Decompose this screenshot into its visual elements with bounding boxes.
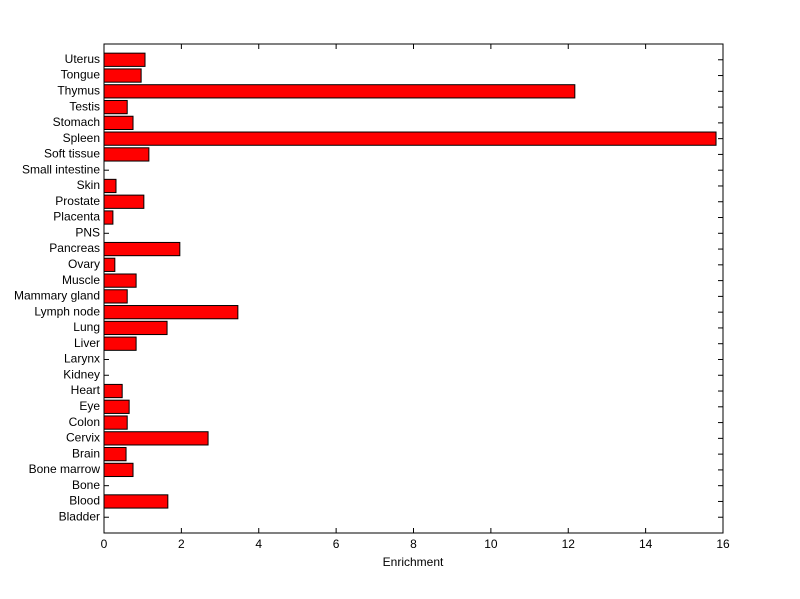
bar: [103, 415, 128, 430]
bar: [103, 68, 142, 83]
y-tick-label: Larynx: [64, 352, 100, 366]
x-tick-label: 0: [101, 537, 108, 551]
bar: [103, 115, 134, 130]
y-tick-label: Blood: [69, 494, 100, 508]
x-tick-label: 8: [410, 537, 417, 551]
y-tick-label: Liver: [74, 336, 100, 350]
bar: [103, 84, 576, 99]
bar: [103, 52, 146, 67]
y-tick-label: Uterus: [65, 52, 100, 66]
bar: [103, 147, 150, 162]
bar: [103, 194, 145, 209]
bar: [103, 289, 128, 304]
y-tick-label: Bone marrow: [29, 462, 101, 476]
bar: [103, 336, 137, 351]
y-tick-label: Mammary gland: [14, 289, 100, 303]
x-tick-label: 14: [639, 537, 653, 551]
y-tick-label: Bone: [72, 478, 100, 492]
y-tick-label: Testis: [69, 99, 100, 113]
y-tick-label: Kidney: [63, 367, 100, 381]
y-tick-label: Lymph node: [34, 304, 100, 318]
bar: [103, 178, 117, 194]
bar: [103, 494, 169, 509]
plot-area: [103, 43, 724, 534]
x-tick-label: 16: [716, 537, 730, 551]
bar: [103, 320, 168, 336]
y-tick-label: Heart: [71, 383, 101, 397]
x-tick-label: 4: [255, 537, 262, 551]
bar: [103, 462, 134, 478]
y-tick-label: Ovary: [68, 257, 100, 271]
y-tick-label: Lung: [73, 320, 100, 334]
bar: [103, 383, 123, 399]
bar: [103, 431, 209, 446]
y-tick-label: Spleen: [63, 131, 100, 145]
y-tick-label: Thymus: [57, 83, 100, 97]
y-tick-label: Pancreas: [49, 241, 100, 255]
y-tick-label: Prostate: [55, 194, 100, 208]
bar: [103, 399, 130, 414]
x-tick-label: 6: [333, 537, 340, 551]
bar: [103, 447, 127, 462]
bar: [103, 99, 128, 115]
y-tick-label: Tongue: [61, 68, 101, 82]
x-axis-label: Enrichment: [383, 555, 444, 569]
x-tick-label: 12: [562, 537, 576, 551]
y-tick-label: Eye: [79, 399, 100, 413]
y-tick-label: Skin: [77, 178, 100, 192]
y-tick-label: Cervix: [66, 431, 100, 445]
x-tick-label: 2: [178, 537, 185, 551]
bar: [103, 131, 717, 146]
y-tick-label: Small intestine: [22, 162, 100, 176]
y-tick-label: Placenta: [53, 210, 100, 224]
y-tick-label: Soft tissue: [44, 147, 100, 161]
y-tick-label: Brain: [72, 446, 100, 460]
y-tick-label: Muscle: [62, 273, 100, 287]
bar: [103, 241, 181, 257]
bar: [103, 273, 137, 288]
y-tick-label: Bladder: [59, 509, 100, 523]
bar: [103, 305, 239, 320]
y-tick-label: Colon: [69, 415, 100, 429]
y-tick-label: Stomach: [53, 115, 100, 129]
x-tick-label: 10: [484, 537, 498, 551]
bar: [103, 257, 116, 272]
y-tick-label: PNS: [75, 225, 100, 239]
bar: [103, 210, 114, 225]
